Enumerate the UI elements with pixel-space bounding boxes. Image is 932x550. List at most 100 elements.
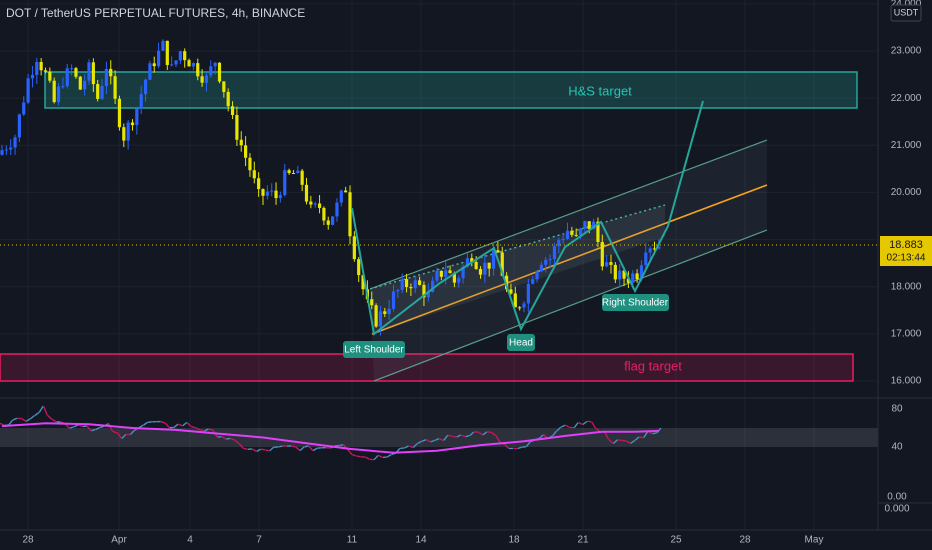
candle-body [13,137,17,148]
candle-body [287,170,291,174]
rsi-segment [656,427,662,434]
price-scale[interactable]: 24.00023.00022.00021.00020.00018.00017.0… [877,0,932,530]
candle-body [513,293,517,308]
rsi-segment [630,439,636,444]
candle-body [83,80,87,90]
rsi-segment [412,443,418,449]
rsi-segment [143,421,148,426]
rsi-segment [160,420,166,424]
candle-body [26,78,30,103]
rsi-segment [456,434,462,438]
candle-body [561,238,565,241]
hs-target-zone[interactable]: H&S target [44,71,858,109]
rsi-segment [504,443,510,449]
candle-body [165,40,169,65]
candle-body [605,262,609,267]
rsi-segment [452,435,457,438]
rsi-segment [617,439,622,442]
rsi-segment [138,424,144,429]
candle-body [4,149,8,151]
candle-body [317,203,322,208]
candle-body [613,264,617,280]
candle-body [531,279,535,284]
rsi-segment [299,446,305,452]
right-shoulder-tag[interactable]: Right Shoulder [602,294,669,311]
candle-body [56,86,61,103]
rsi-segment [234,439,240,445]
rsi-tick-label: 40 [891,442,903,453]
flag-channel[interactable] [369,204,666,334]
candle-body [592,221,596,229]
candle-body [0,150,4,155]
candle-body [339,190,343,203]
rsi-segment [339,443,344,447]
rsi-pane[interactable] [0,397,932,461]
candle-body [43,70,48,72]
price-channel[interactable] [369,139,768,382]
rsi-segment [226,437,231,440]
candle-body [230,106,235,116]
rsi-segment [478,431,483,436]
price-tick-label: 22.000 [891,93,922,104]
candle-body [587,221,591,229]
rsi-segment [465,434,470,438]
candle-body [70,68,74,70]
candle-body [61,86,65,88]
candle-body [505,275,509,290]
head-tag[interactable]: Head [507,334,535,351]
candle-body [135,108,139,126]
candle-body [565,230,570,239]
rsi-band [0,428,878,447]
candle-body [100,85,104,99]
candle-body [291,173,296,175]
rsi-segment [482,431,488,436]
candle-body [344,190,348,193]
rsi-segment [99,425,105,429]
candle-body [261,189,265,196]
candle-body [474,261,478,269]
candle-body [257,178,261,190]
rsi-segment [129,429,136,436]
candle-body [518,307,522,309]
candle-body [404,279,409,288]
candle-countdown: 02:13:44 [887,253,926,264]
candle-body [335,202,339,217]
time-tick-label: 28 [22,535,34,546]
left-shoulder-tag[interactable]: Left Shoulder [343,341,405,358]
head-shoulders-pattern[interactable] [351,100,704,336]
candle-body [96,84,100,99]
time-tick-label: 21 [577,535,589,546]
time-tick-label: 4 [187,535,193,546]
rsi-segment [565,424,570,429]
currency-badge[interactable]: USDT [890,4,922,22]
time-tick-label: 28 [739,535,751,546]
time-axis[interactable]: 28 Apr 4 7 11 14 18 21 25 28 May [0,529,932,546]
candle-body [296,170,300,174]
candle-body [609,262,613,265]
candle-body [113,76,117,99]
currency-badge-text: USDT [894,7,919,17]
rsi-segment [25,418,31,422]
rsi-segment [404,445,409,449]
candle-body [117,98,122,128]
candle-body [557,240,561,247]
candle-body [78,76,82,90]
candle-body [274,190,278,199]
candle-body [496,250,500,253]
time-tick-label: Apr [111,535,127,546]
candle-body [52,80,56,103]
candle-body [374,305,378,327]
hs-target-label: H&S target [568,83,632,98]
rsi-segment [12,417,18,421]
candle-body [244,145,248,158]
candle-body [74,68,78,77]
candle-body [461,266,465,279]
candle-body [622,270,626,279]
candle-body [487,262,491,269]
candle-body [143,79,148,95]
rsi-segment [34,411,40,417]
candle-body [139,94,143,109]
rsi-segment [208,428,214,431]
flag-target-zone[interactable]: flag target [0,353,854,382]
